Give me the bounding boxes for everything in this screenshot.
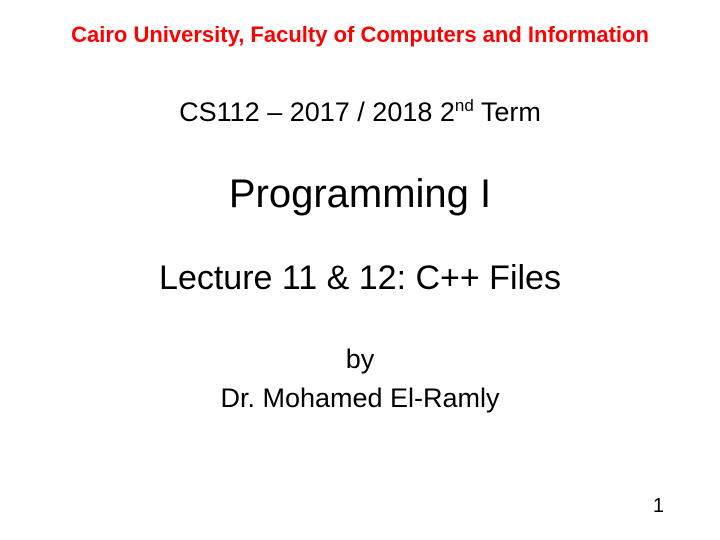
term-suffix: nd bbox=[455, 96, 474, 115]
lecture-title: Lecture 11 & 12: C++ Files bbox=[40, 259, 680, 298]
term-number: 2 bbox=[440, 97, 455, 127]
course-term-line: CS112 – 2017 / 2018 2nd Term bbox=[40, 96, 680, 128]
course-title: Programming I bbox=[40, 172, 680, 217]
institution-header: Cairo University, Faculty of Computers a… bbox=[40, 22, 680, 48]
term-word: Term bbox=[481, 97, 541, 127]
author-name: Dr. Mohamed El-Ramly bbox=[40, 383, 680, 414]
by-label: by bbox=[40, 344, 680, 375]
course-code: CS112 bbox=[179, 97, 260, 127]
presentation-slide: Cairo University, Faculty of Computers a… bbox=[0, 0, 720, 540]
separator-dash: – bbox=[267, 97, 290, 127]
academic-year: 2017 / 2018 bbox=[290, 97, 433, 127]
page-number: 1 bbox=[653, 495, 664, 518]
